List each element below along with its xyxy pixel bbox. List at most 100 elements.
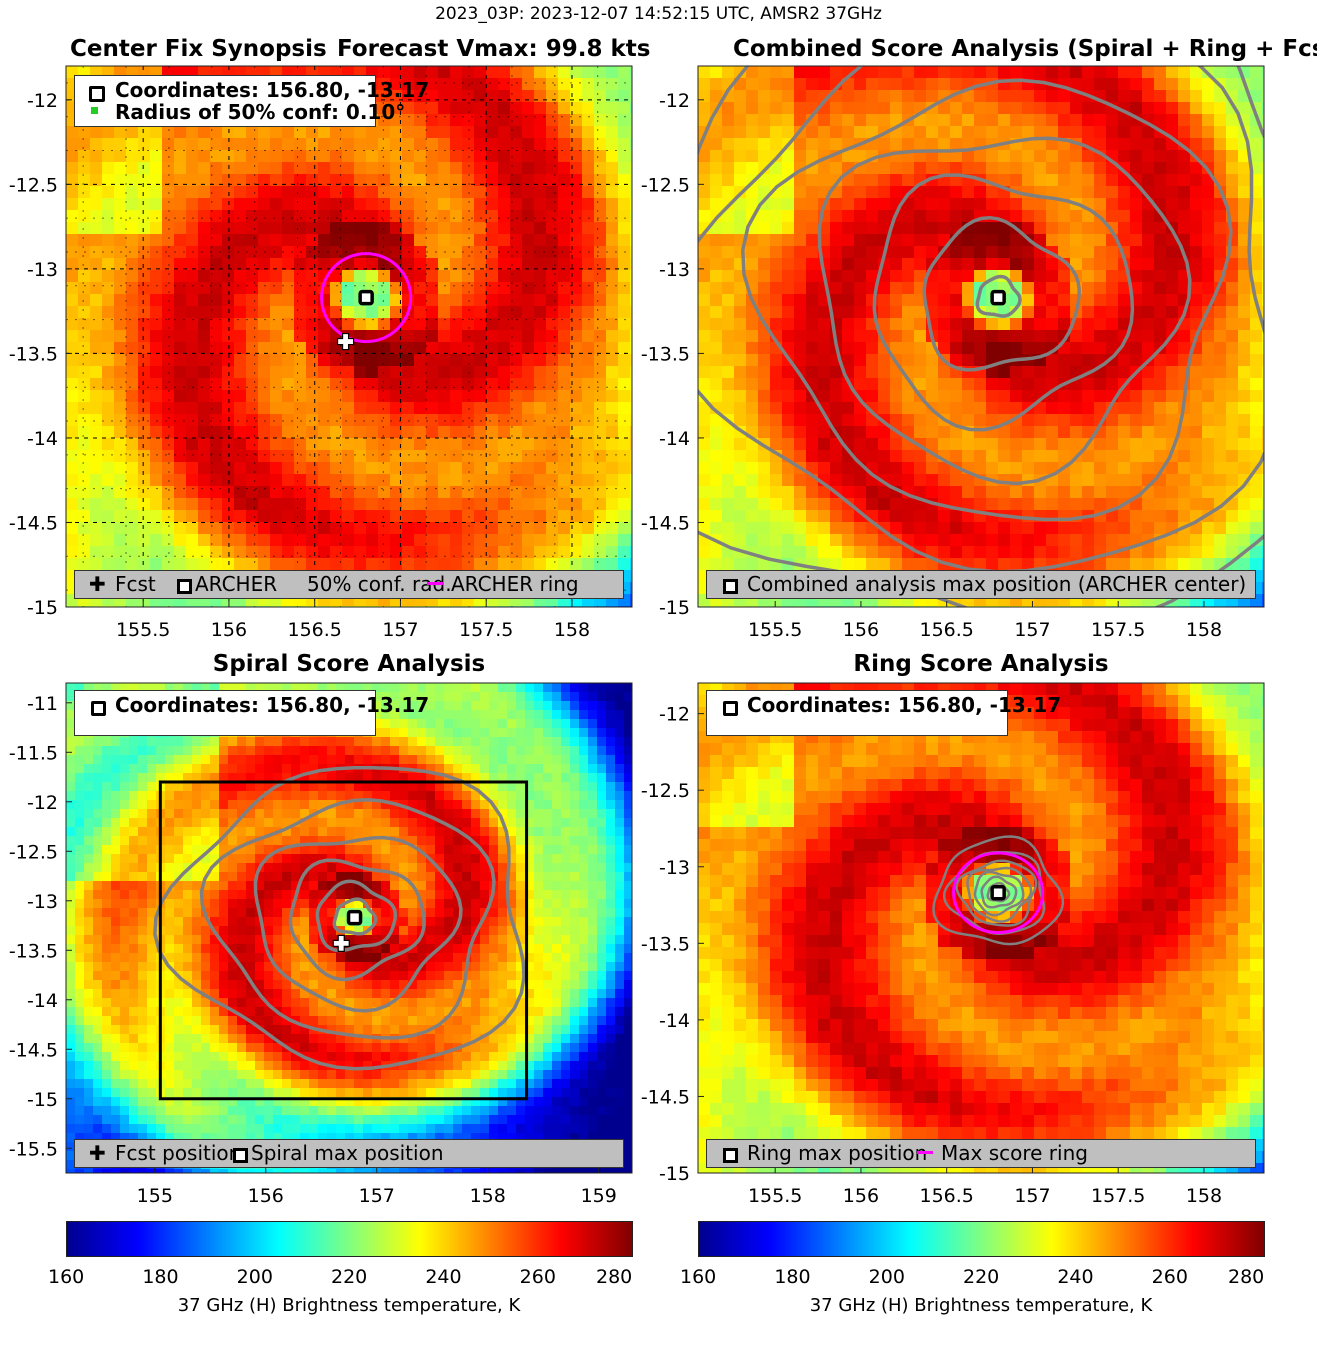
y-tick-label: -13.5 — [641, 933, 690, 955]
colorbar-tick-label: 240 — [1057, 1266, 1094, 1288]
y-tick-label: -12.5 — [9, 841, 58, 863]
heatmap-p1 — [66, 66, 632, 607]
y-tick-label: -13 — [27, 891, 58, 913]
panel1-coordinates: Coordinates: 156.80, -13.17 — [115, 78, 430, 102]
contour-line — [872, 173, 1135, 432]
contour-line — [932, 835, 1065, 946]
search-box — [158, 780, 529, 1101]
colorbar-tick-label: 220 — [963, 1266, 1000, 1288]
colorbar-right — [698, 1221, 1265, 1257]
figure-suptitle: 2023_03P: 2023-12-07 14:52:15 UTC, AMSR2… — [435, 4, 882, 24]
contours-p4 — [932, 835, 1065, 946]
x-tick-label: 156 — [843, 1185, 879, 1207]
contour-line — [955, 859, 1038, 927]
colorbar-tick-label: 180 — [774, 1266, 811, 1288]
archer-marker-icon — [723, 701, 738, 716]
colorbar-left — [66, 1221, 633, 1257]
contour-line — [966, 866, 1033, 923]
y-tick-label: -12 — [659, 90, 690, 112]
contour-line — [199, 797, 496, 1040]
y-tick-label: -12 — [659, 704, 690, 726]
contours-p3 — [153, 766, 526, 1071]
y-tick-label: -14.5 — [9, 1039, 58, 1061]
panel3-legend: ✚ Fcst position Spiral max position — [74, 1139, 624, 1168]
x-tick-label: 157 — [1014, 1185, 1050, 1207]
forecast-marker — [336, 332, 355, 351]
ring-line-icon — [917, 1151, 933, 1154]
legend-combined-max: Combined analysis max position (ARCHER c… — [747, 572, 1247, 596]
contour-line — [980, 875, 1018, 909]
heatmap-p4 — [698, 683, 1264, 1173]
y-tick-label: -11.5 — [9, 742, 58, 764]
archer-center-marker — [346, 909, 363, 926]
colorbar-right-label: 37 GHz (H) Brightness temperature, K — [809, 1295, 1153, 1316]
x-tick-label: 156.5 — [919, 619, 973, 641]
archer-center-marker — [990, 289, 1006, 306]
panel4-coordinates: Coordinates: 156.80, -13.17 — [747, 693, 1062, 717]
contour-line — [288, 858, 426, 982]
colorbar-tick-label: 220 — [331, 1266, 368, 1288]
y-tick-label: -15 — [27, 1089, 58, 1111]
panel1-title: Center Fix Synopsis — [70, 36, 327, 62]
x-tick-label: 158 — [470, 1185, 506, 1207]
y-tick-label: -14 — [659, 428, 690, 450]
contour-line — [975, 274, 1022, 318]
x-tick-label: 156.5 — [287, 619, 341, 641]
fcst-cross-icon: ✚ — [89, 1141, 106, 1165]
y-tick-label: -15 — [27, 597, 58, 619]
x-tick-label: 155.5 — [748, 619, 802, 641]
y-tick-label: -13.5 — [641, 343, 690, 365]
y-tick-label: -13.5 — [9, 343, 58, 365]
legend-fcst-position: Fcst position — [115, 1141, 242, 1165]
x-tick-label: 157 — [359, 1185, 395, 1207]
x-tick-label: 155.5 — [748, 1185, 802, 1207]
panel1-legend: ✚ Fcst ARCHER 50% conf. rad. ARCHER ring — [74, 570, 624, 599]
axes-frame-p1 — [65, 65, 633, 608]
panel3-coordinates: Coordinates: 156.80, -13.17 — [115, 693, 430, 717]
axes-frame-p4 — [697, 682, 1265, 1174]
colorbar-right-ticks: 160 180 200 220 240 260 280 — [680, 1266, 1265, 1290]
colorbar-tick-label: 260 — [519, 1266, 556, 1288]
y-tick-label: -14.5 — [9, 512, 58, 534]
x-tick-label: 159 — [581, 1185, 617, 1207]
y-tick-label: -13.5 — [9, 940, 58, 962]
x-tick-label: 156 — [248, 1185, 284, 1207]
archer-marker-icon — [177, 579, 192, 594]
x-tick-label: 157.5 — [459, 619, 513, 641]
contour-line — [922, 215, 1081, 372]
contour-line — [153, 766, 526, 1071]
panel4-title: Ring Score Analysis — [853, 651, 1109, 677]
colorbar-tick-label: 160 — [680, 1266, 717, 1288]
legend-max-score-ring: Max score ring — [941, 1141, 1088, 1165]
panel2-legend: Combined analysis max position (ARCHER c… — [706, 570, 1256, 599]
archer-center-marker — [358, 289, 374, 306]
panel1-info-box: Coordinates: 156.80, -13.17 Radius of 50… — [74, 75, 429, 127]
colorbar-tick-label: 180 — [142, 1266, 179, 1288]
archer-marker-icon — [91, 701, 106, 716]
archer-marker-icon — [89, 86, 105, 102]
colorbar-tick-label: 200 — [236, 1266, 273, 1288]
y-tick-label: -14 — [27, 428, 58, 450]
x-tick-label: 156 — [843, 619, 879, 641]
y-tick-label: -12.5 — [641, 780, 690, 802]
ring-line-icon — [427, 582, 443, 585]
y-tick-label: -12 — [27, 792, 58, 814]
colorbar-tick-label: 280 — [1228, 1266, 1265, 1288]
x-tick-label: 157 — [382, 619, 418, 641]
x-tick-label: 155.5 — [116, 619, 170, 641]
panel3-info-box: Coordinates: 156.80, -13.17 — [74, 690, 429, 736]
axes-frame-p2 — [697, 65, 1265, 608]
contour-line — [973, 870, 1025, 917]
axes-frame-p3 — [65, 682, 633, 1174]
archer-center-marker — [990, 885, 1006, 901]
y-tick-label: -12.5 — [9, 174, 58, 196]
colorbar-tick-label: 260 — [1151, 1266, 1188, 1288]
panel1-confidence-radius: Radius of 50% conf: 0.10° — [115, 100, 406, 124]
y-tick-label: -15 — [659, 597, 690, 619]
contour-line — [817, 136, 1192, 486]
x-tick-label: 156 — [211, 619, 247, 641]
panel2-title: Combined Score Analysis (Spiral + Ring +… — [733, 36, 1317, 62]
colorbar-left-label: 37 GHz (H) Brightness temperature, K — [177, 1295, 521, 1316]
confidence-marker-icon — [91, 107, 98, 114]
x-tick-label: 158 — [1186, 619, 1222, 641]
